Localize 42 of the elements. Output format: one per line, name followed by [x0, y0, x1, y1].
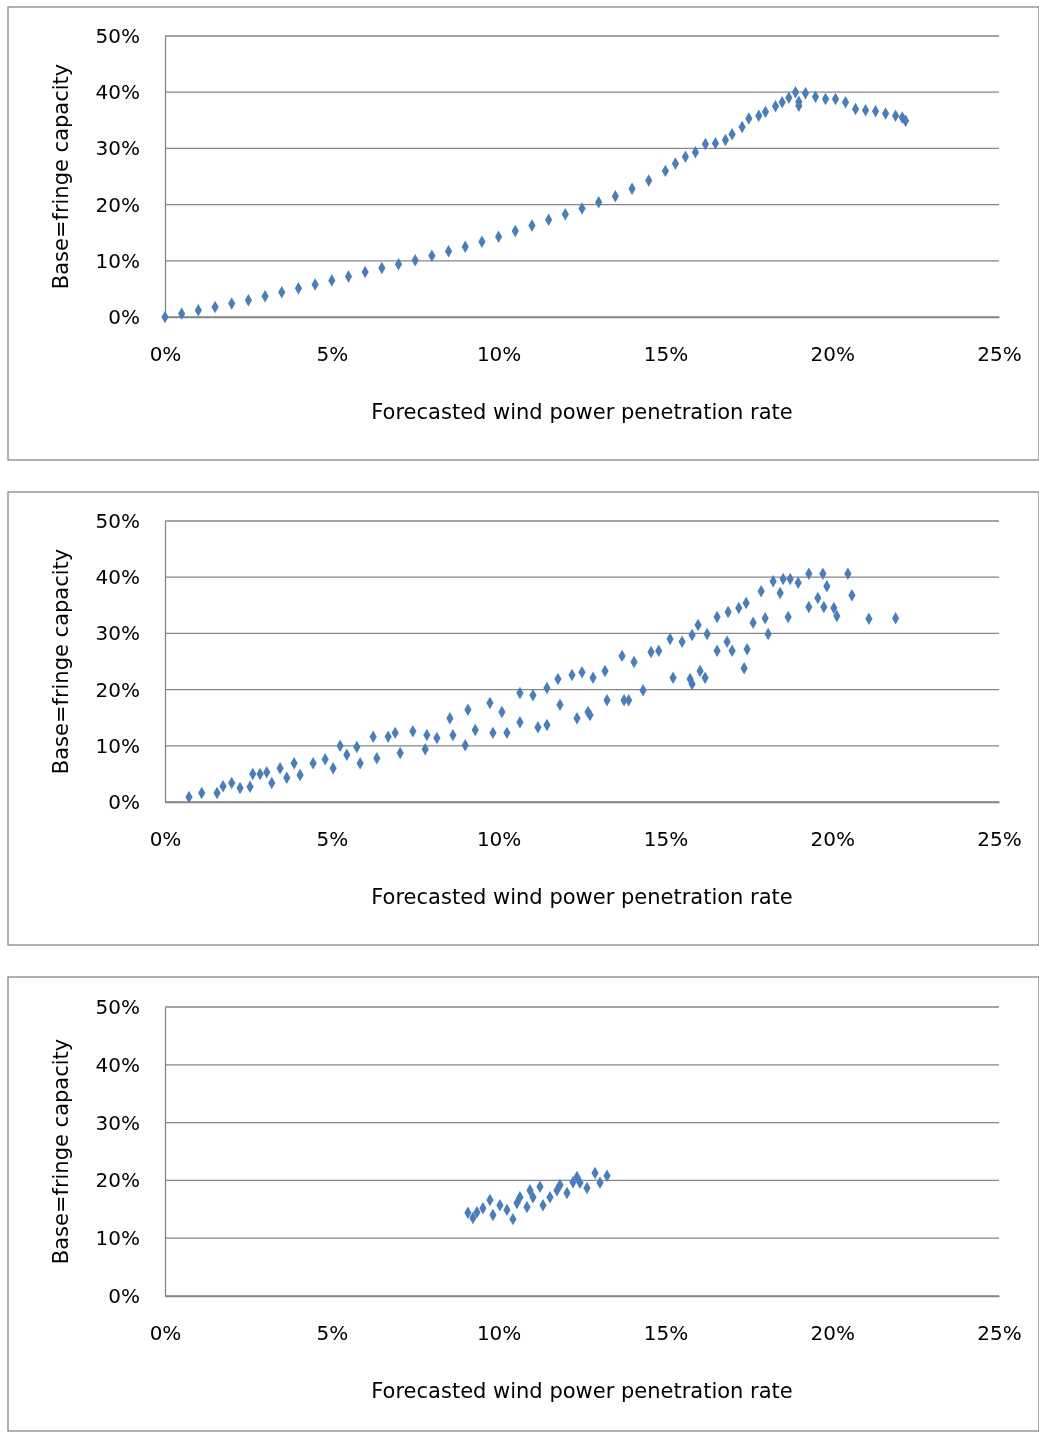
- x-tick-label: 5%: [316, 342, 349, 367]
- y-tick-label: 0%: [108, 304, 140, 329]
- x-tick-label: 25%: [977, 342, 1022, 367]
- x-tick-label: 15%: [643, 1321, 689, 1346]
- y-tick-label: 0%: [108, 1283, 140, 1308]
- x-tick-label: 15%: [643, 342, 689, 367]
- y-tick-label: 10%: [95, 1226, 140, 1251]
- y-tick-label: 10%: [95, 248, 140, 273]
- y-tick-label: 30%: [95, 621, 140, 646]
- y-tick-label: 20%: [95, 192, 140, 217]
- y-tick-label: 10%: [95, 733, 140, 758]
- x-axis-title: Forecasted wind power penetration rate: [371, 400, 793, 424]
- x-tick-label: 25%: [977, 1321, 1022, 1346]
- y-tick-label: 40%: [95, 80, 140, 105]
- x-tick-label: 10%: [476, 1321, 522, 1346]
- y-tick-label: 40%: [95, 1052, 140, 1077]
- x-tick-label: 15%: [643, 827, 689, 852]
- y-tick-label: 30%: [95, 1110, 140, 1135]
- x-tick-label: 10%: [476, 342, 522, 367]
- y-tick-label: 30%: [95, 136, 140, 161]
- y-tick-label: 50%: [95, 994, 140, 1019]
- y-axis-title: Base=fringe capacity: [49, 63, 73, 290]
- x-tick-label: 10%: [476, 827, 522, 852]
- x-tick-label: 0%: [149, 827, 182, 852]
- x-axis-title: Forecasted wind power penetration rate: [371, 885, 793, 909]
- y-tick-label: 50%: [95, 508, 140, 533]
- x-tick-label: 5%: [316, 827, 349, 852]
- x-tick-label: 20%: [810, 342, 855, 367]
- x-tick-label: 25%: [977, 827, 1022, 852]
- x-tick-label: 0%: [149, 342, 182, 367]
- y-tick-label: 0%: [108, 789, 140, 814]
- x-tick-label: 20%: [810, 1321, 855, 1346]
- y-tick-label: 20%: [95, 1168, 140, 1193]
- x-tick-label: 20%: [810, 827, 855, 852]
- y-axis-title: Base=fringe capacity: [49, 548, 73, 775]
- y-tick-label: 20%: [95, 677, 140, 702]
- y-tick-label: 50%: [95, 23, 140, 48]
- x-tick-label: 0%: [149, 1321, 182, 1346]
- x-tick-label: 5%: [316, 1321, 349, 1346]
- x-axis-title: Forecasted wind power penetration rate: [371, 1379, 793, 1403]
- y-axis-title: Base=fringe capacity: [49, 1038, 73, 1265]
- y-tick-label: 40%: [95, 565, 140, 590]
